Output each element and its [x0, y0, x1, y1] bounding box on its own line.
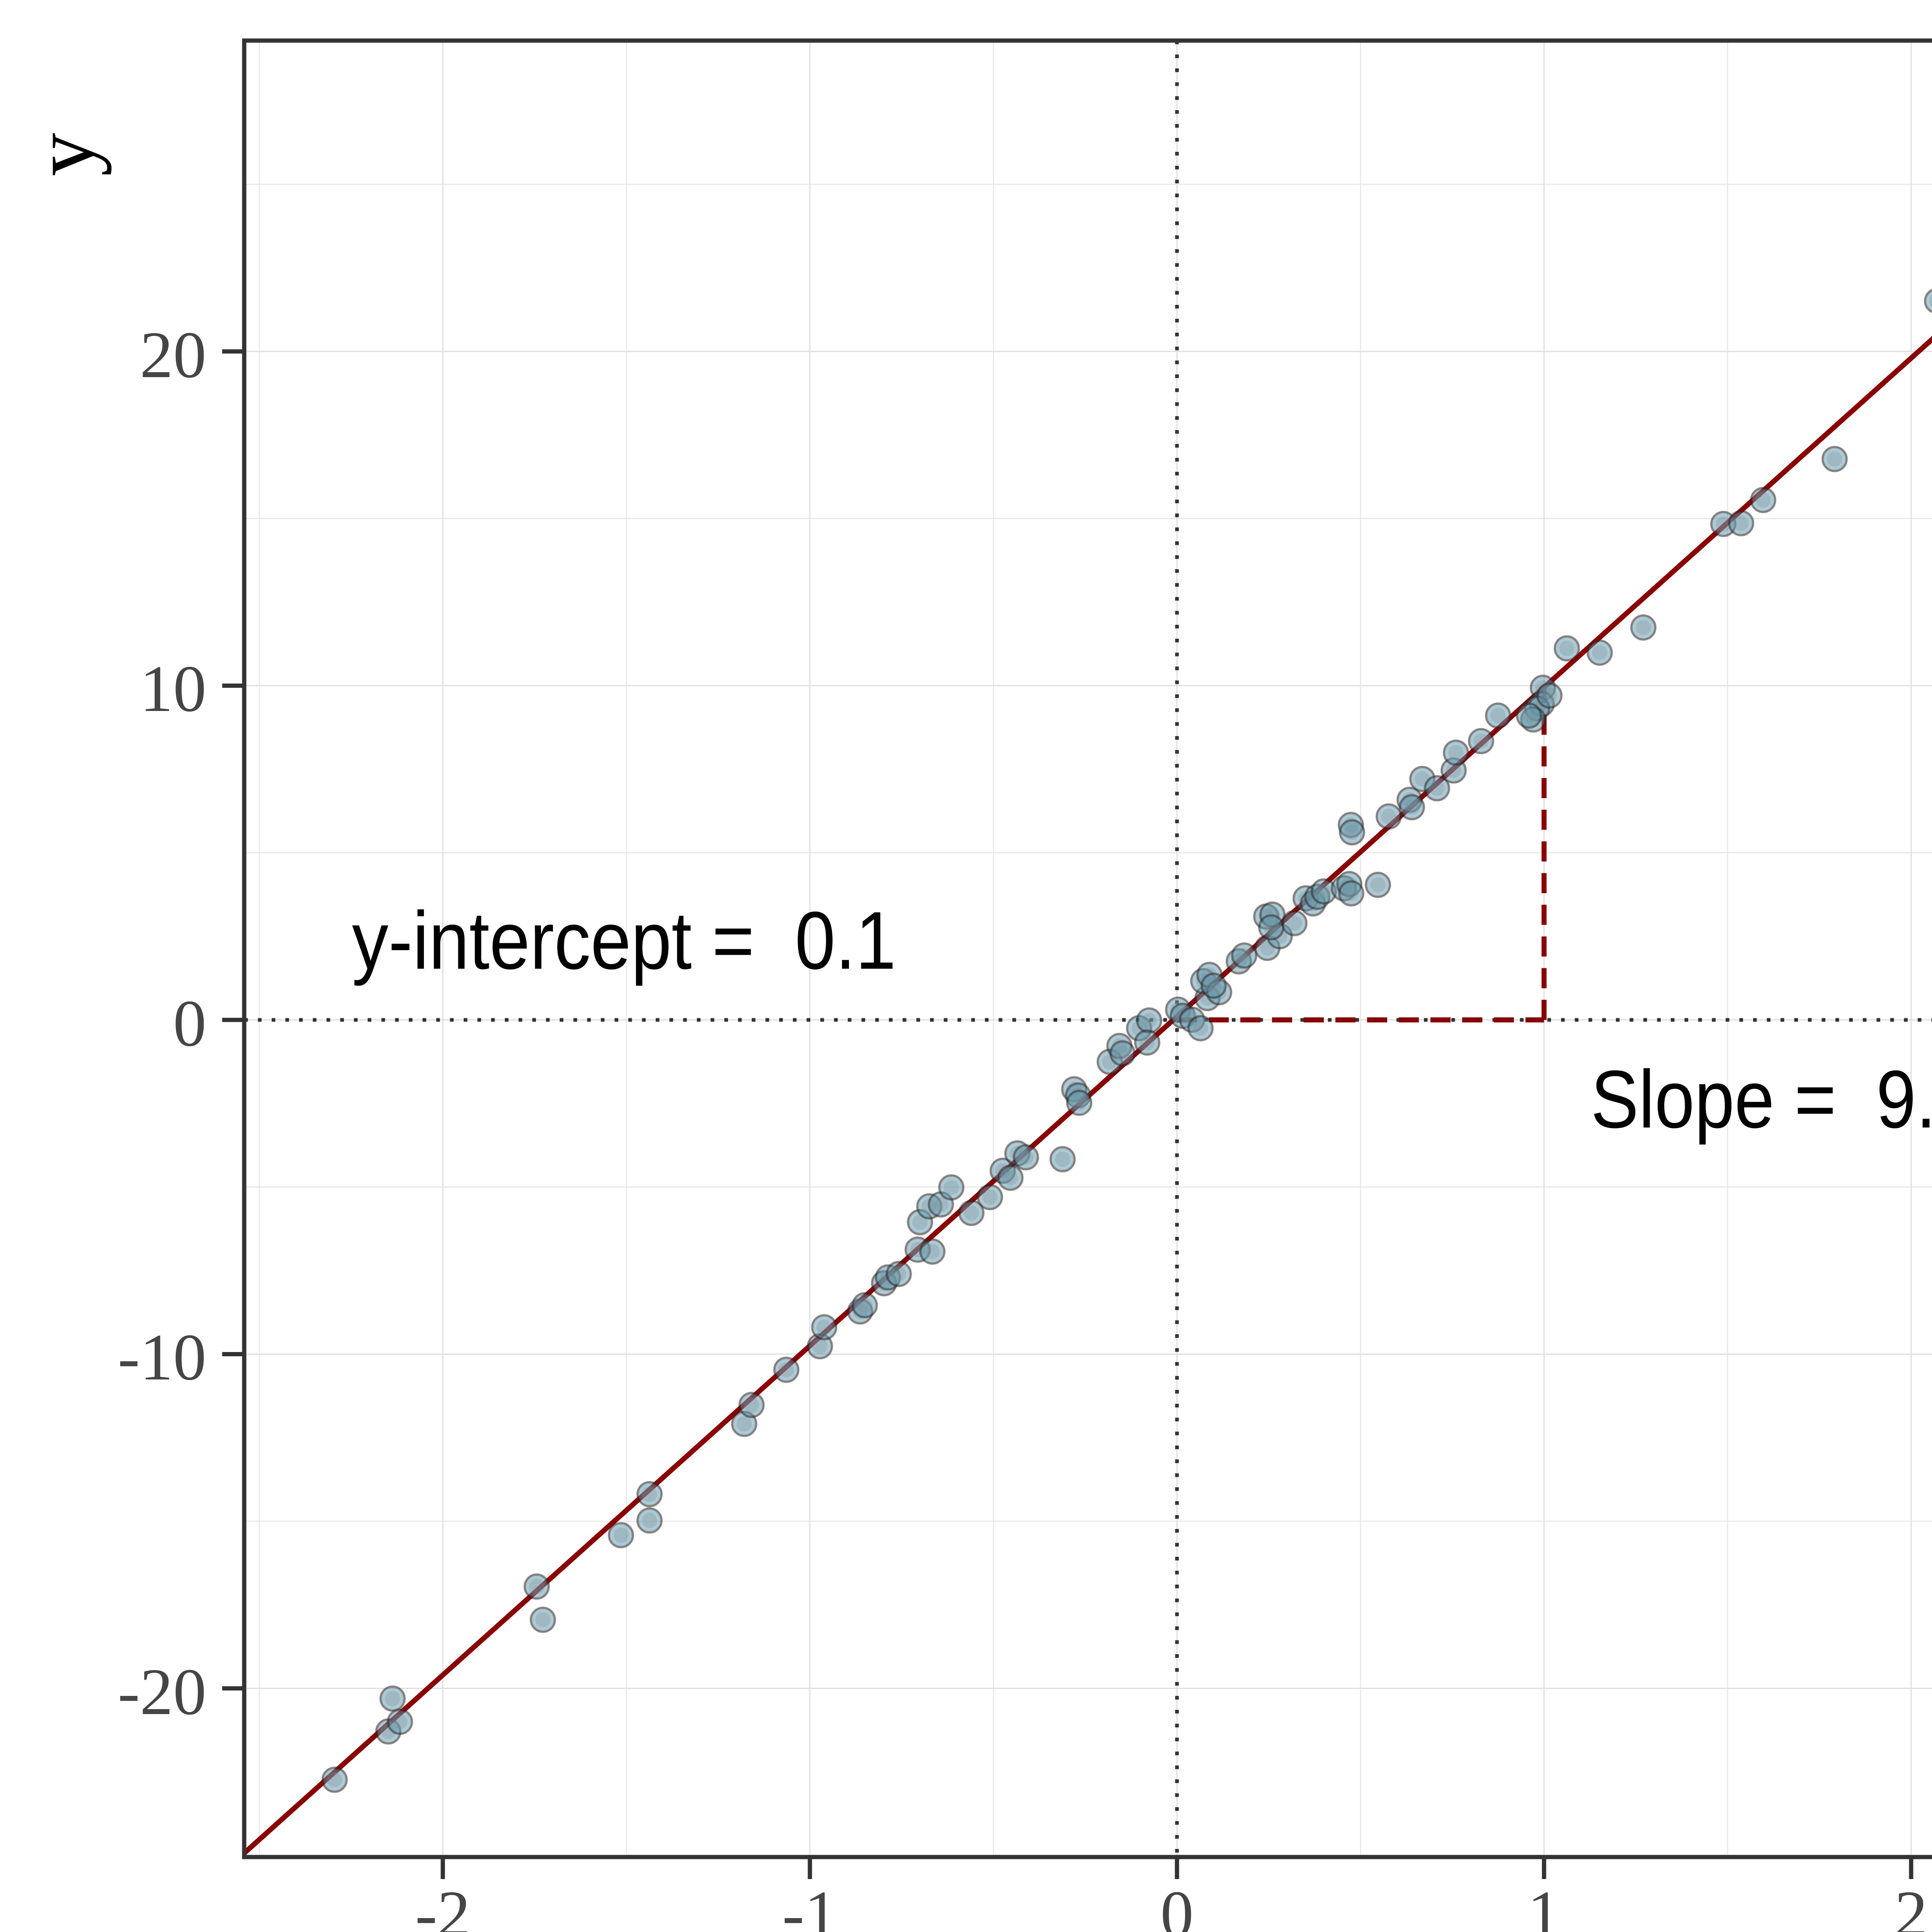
svg-text:0: 0	[173, 987, 206, 1060]
svg-text:y: y	[15, 133, 112, 177]
svg-text:10: 10	[140, 652, 206, 726]
svg-text:1: 1	[1527, 1878, 1561, 1932]
svg-text:-2: -2	[415, 1878, 470, 1932]
svg-text:Slope = 9.85: Slope = 9.85	[1591, 1053, 1932, 1145]
svg-text:-20: -20	[118, 1655, 206, 1729]
svg-text:y-intercept = 0.1: y-intercept = 0.1	[352, 895, 896, 986]
svg-text:20: 20	[140, 318, 206, 392]
svg-text:-1: -1	[782, 1878, 837, 1932]
svg-text:-10: -10	[118, 1321, 206, 1394]
svg-text:2: 2	[1895, 1878, 1928, 1932]
svg-text:0: 0	[1160, 1878, 1194, 1932]
